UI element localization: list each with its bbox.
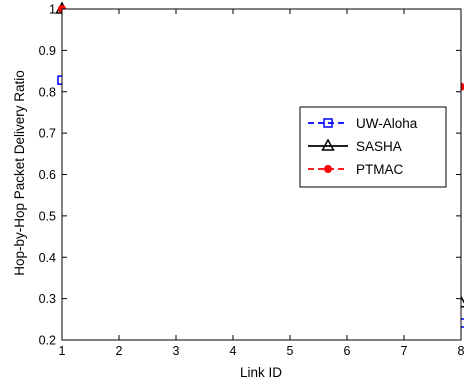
legend: UW-Aloha SASHA PTMAC [299, 106, 447, 188]
x-tick-label: 2 [116, 344, 123, 358]
y-tick-label: 0.7 [39, 127, 56, 141]
y-tick-label: 0.5 [39, 209, 56, 223]
y-tick-label: 0.3 [39, 292, 56, 306]
legend-label: PTMAC [356, 162, 404, 177]
x-tick-label: 5 [287, 344, 294, 358]
x-tick-label: 3 [173, 344, 180, 358]
x-axis-label: Link ID [240, 365, 282, 380]
legend-marker [321, 138, 335, 151]
legend-item-ptmac: PTMAC [308, 162, 404, 177]
x-tick-label: 1 [59, 344, 66, 358]
legend-label: SASHA [356, 139, 402, 154]
y-tick-label: 0.2 [39, 334, 56, 348]
y-tick-label: 0.8 [39, 85, 56, 99]
y-tick-label: 0.6 [39, 168, 56, 182]
y-tick-label: 0.9 [39, 44, 56, 58]
legend-label: UW-Aloha [356, 116, 418, 131]
x-tick-label: 6 [344, 344, 351, 358]
y-axis-label: Hop-by-Hop Packet Delivery Ratio [12, 70, 27, 276]
legend-marker [324, 165, 332, 173]
y-tick-label: 1 [49, 3, 56, 17]
y-tick-label: 0.4 [39, 251, 56, 265]
legend-item-uw-aloha: UW-Aloha [308, 116, 418, 131]
x-tick-label: 7 [401, 344, 408, 358]
x-tick-label: 4 [230, 344, 237, 358]
x-tick-label: 8 [458, 344, 464, 358]
legend-marker [323, 118, 333, 128]
legend-item-sasha: SASHA [308, 138, 402, 154]
